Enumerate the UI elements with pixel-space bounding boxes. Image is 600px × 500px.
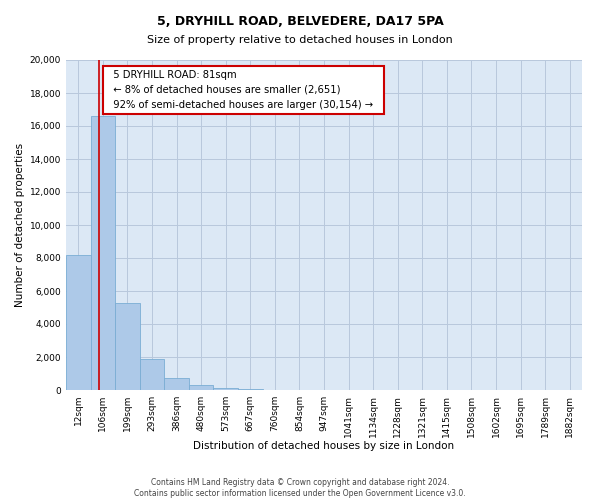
Bar (140, 360, 164, 390)
Bar (115, 302, 140, 390)
Bar (91, 116, 115, 390)
Bar (189, 386, 214, 390)
X-axis label: Distribution of detached houses by size in London: Distribution of detached houses by size … (193, 441, 455, 451)
Bar (214, 388, 238, 390)
Bar (238, 388, 263, 390)
Bar (66, 254, 91, 390)
Text: 5, DRYHILL ROAD, BELVEDERE, DA17 5PA: 5, DRYHILL ROAD, BELVEDERE, DA17 5PA (157, 15, 443, 28)
Y-axis label: Number of detached properties: Number of detached properties (16, 143, 25, 307)
Text: 5 DRYHILL ROAD: 81sqm
  ← 8% of detached houses are smaller (2,651)
  92% of sem: 5 DRYHILL ROAD: 81sqm ← 8% of detached h… (107, 70, 380, 110)
Bar (164, 378, 189, 390)
Text: Size of property relative to detached houses in London: Size of property relative to detached ho… (147, 35, 453, 45)
Text: Contains HM Land Registry data © Crown copyright and database right 2024.
Contai: Contains HM Land Registry data © Crown c… (134, 478, 466, 498)
